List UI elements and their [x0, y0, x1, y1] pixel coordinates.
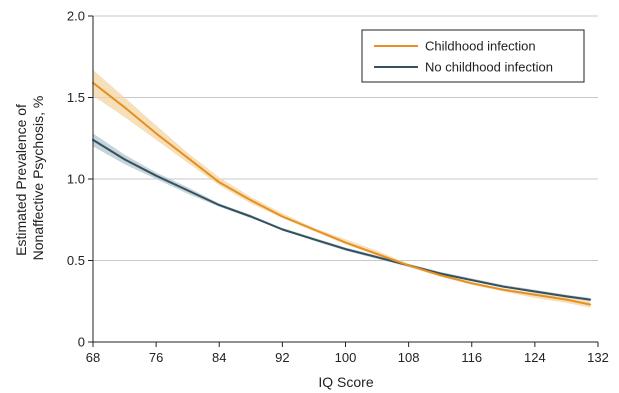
y-tick-label: 0.5	[67, 253, 85, 268]
y-axis-title-line-1: Estimated Prevalence of	[13, 104, 29, 256]
x-tick-label: 100	[335, 350, 357, 365]
confidence-bands	[93, 69, 591, 308]
legend-box	[361, 29, 585, 83]
band-no-childhood-infection	[93, 133, 591, 302]
legend-label-childhood-infection: Childhood infection	[425, 39, 536, 54]
x-tick-label: 84	[212, 350, 226, 365]
x-axis-title: IQ Score	[318, 374, 373, 390]
y-tick-label: 2.0	[67, 9, 85, 24]
y-tick-label: 1.0	[67, 172, 85, 187]
x-tick-label: 108	[398, 350, 420, 365]
series-line-childhood-infection	[92, 81, 592, 306]
x-tick-label: 92	[275, 350, 289, 365]
x-tick-label: 68	[86, 350, 100, 365]
x-tick-label: 124	[524, 350, 546, 365]
y-tick-label: 0	[78, 335, 85, 350]
series-line-no-childhood-infection	[92, 138, 592, 301]
grid-lines	[93, 15, 598, 261]
y-axis-title-line-2: Nonaffective Psychosis, %	[30, 96, 46, 261]
series-lines	[92, 81, 592, 306]
x-tick-label: 76	[149, 350, 163, 365]
legend: Childhood infection No childhood infecti…	[361, 29, 585, 83]
y-tick-label: 1.5	[67, 90, 85, 105]
x-tick-label: 116	[461, 350, 482, 365]
y-axis-title: Estimated Prevalence of Nonaffective Psy…	[13, 96, 46, 261]
ticks: 0 0.5 1.0 1.5 2.0 68 76 84 92 100 108 116 124 132	[67, 9, 609, 366]
band-childhood-infection	[93, 69, 591, 308]
legend-label-no-childhood-infection: No childhood infection	[425, 60, 553, 75]
x-tick-label: 132	[587, 350, 609, 365]
